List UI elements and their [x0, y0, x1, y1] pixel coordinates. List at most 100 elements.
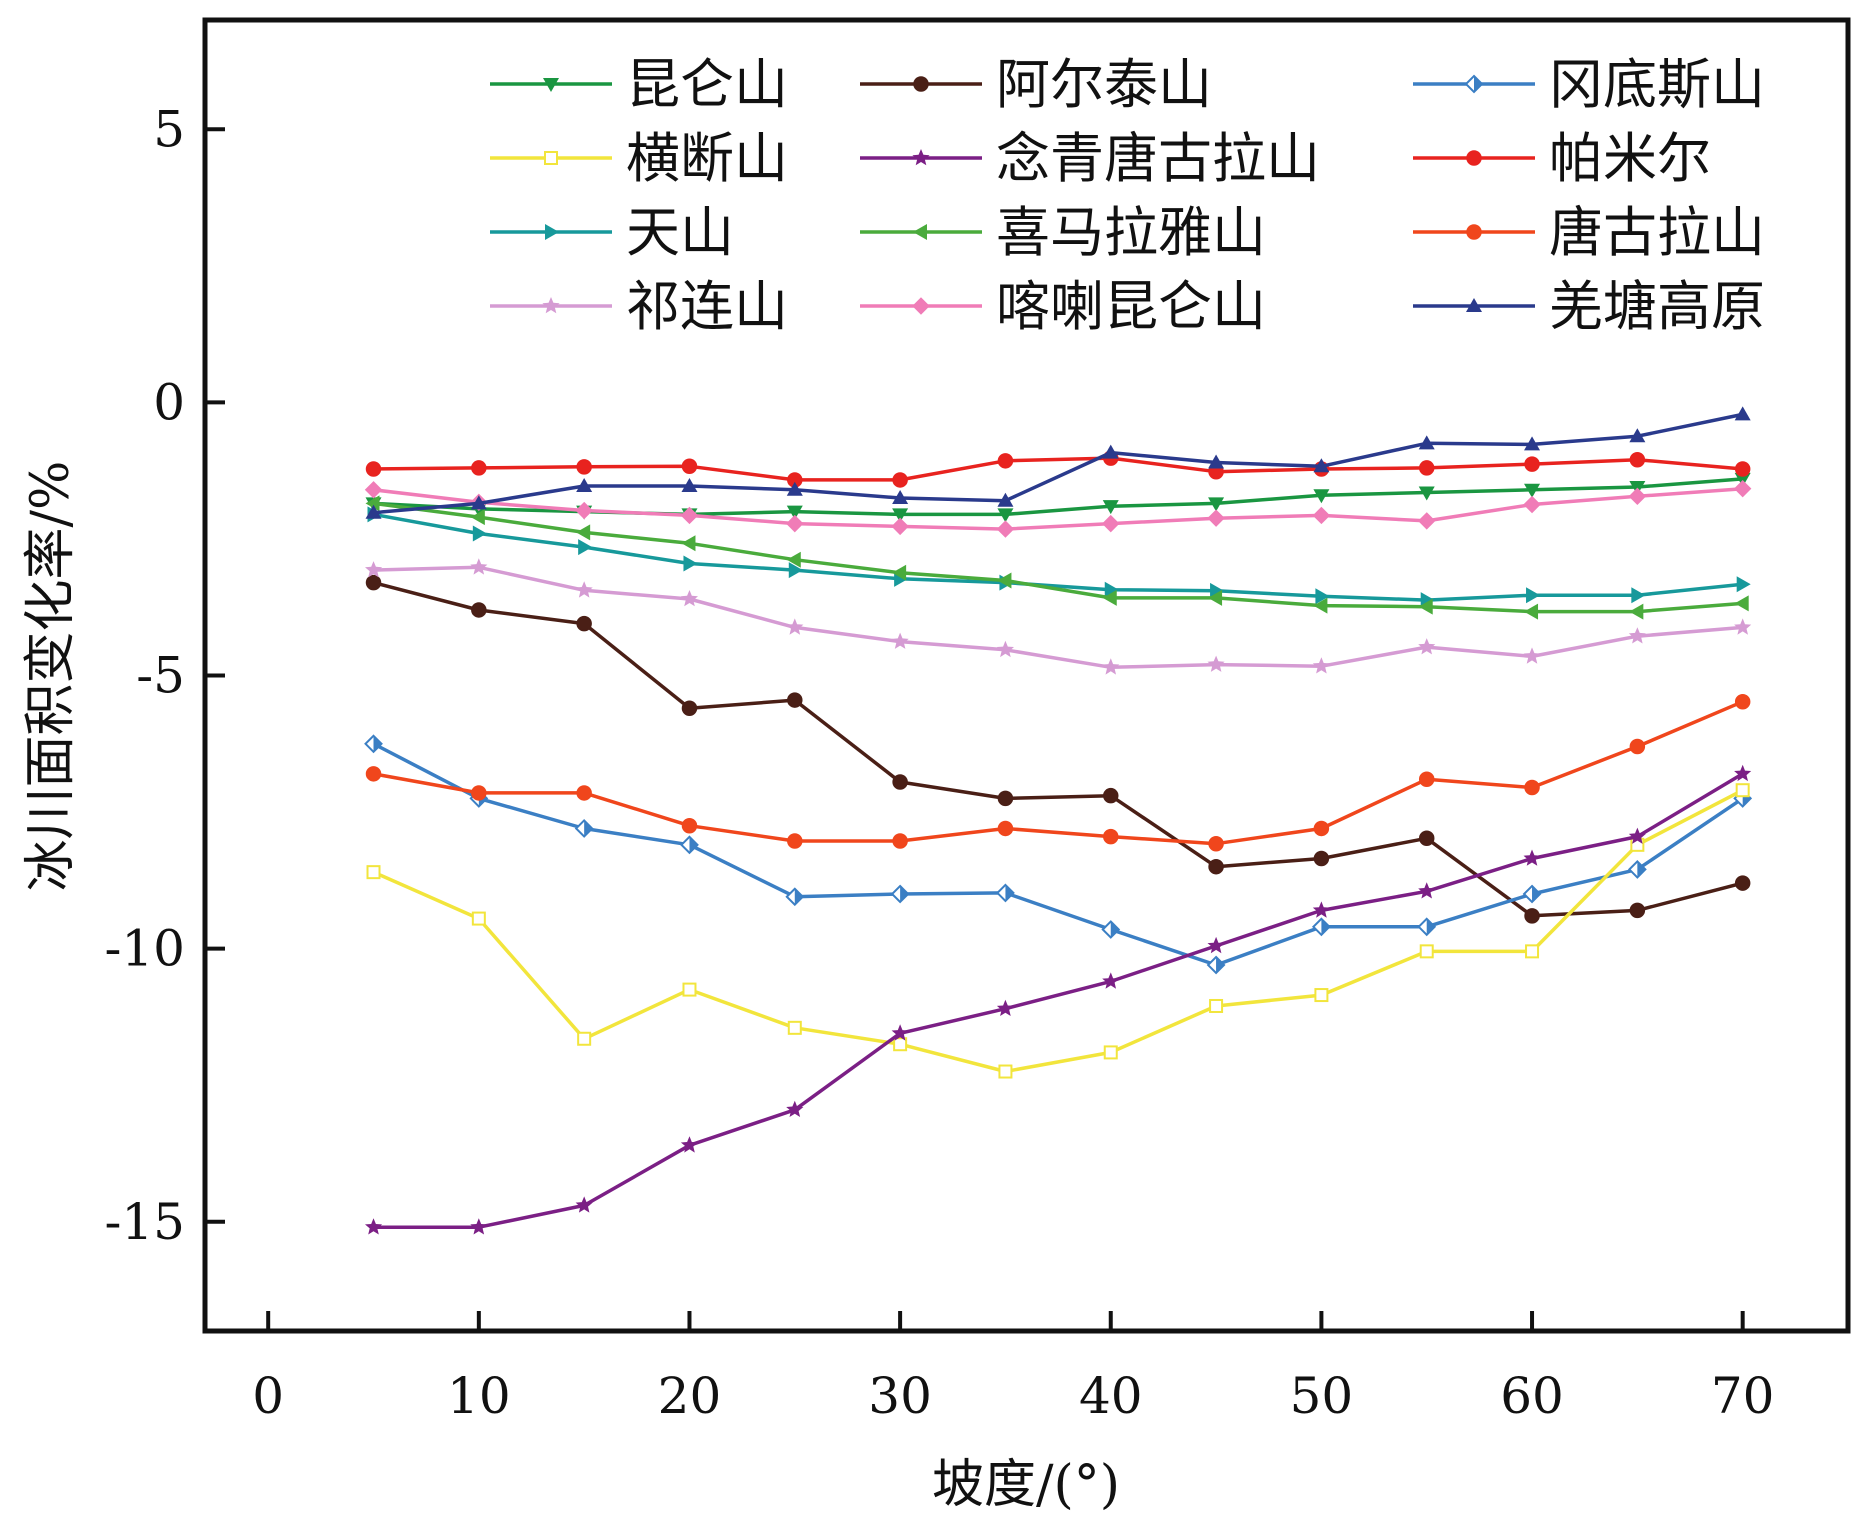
- data-point: [1734, 595, 1749, 612]
- legend-label: 祁连山: [626, 275, 788, 338]
- legend-item: 羌塘高原: [1413, 275, 1765, 338]
- data-point: [1208, 497, 1225, 512]
- series-line: [373, 580, 1744, 918]
- data-point: [1733, 479, 1752, 498]
- data-point: [682, 982, 697, 997]
- series-line: [373, 501, 1743, 614]
- legend-label: 羌塘高原: [1549, 275, 1765, 338]
- data-point: [997, 508, 1014, 523]
- legend-item: 阿尔泰山: [860, 53, 1212, 116]
- data-point: [787, 833, 803, 849]
- series-group: [365, 406, 1751, 519]
- data-point: [892, 774, 908, 790]
- data-point: [365, 561, 383, 578]
- data-point: [575, 501, 593, 520]
- legend-item: 冈底斯山: [1413, 53, 1765, 116]
- legend-marker: [1464, 74, 1484, 94]
- data-point: [681, 700, 698, 717]
- data-point: [1526, 587, 1541, 604]
- data-point: [576, 785, 592, 801]
- data-point: [1418, 460, 1435, 476]
- data-point: [1629, 451, 1646, 468]
- data-point: [576, 477, 593, 492]
- series-line: [373, 512, 1743, 602]
- series-line: [373, 772, 1744, 1229]
- x-tick-label: 40: [1079, 1367, 1143, 1425]
- data-point: [892, 472, 908, 488]
- data-point: [1102, 514, 1120, 533]
- legend-label: 念青唐古拉山: [996, 127, 1320, 190]
- data-point: [1418, 598, 1433, 615]
- data-point: [1102, 658, 1120, 675]
- data-point: [1734, 461, 1751, 477]
- series-line: [373, 565, 1743, 670]
- data-point: [785, 887, 805, 907]
- data-point: [786, 618, 804, 635]
- x-tick-label: 10: [447, 1367, 511, 1425]
- data-point: [1419, 944, 1434, 959]
- data-point: [1104, 581, 1119, 598]
- data-point: [1629, 603, 1644, 620]
- data-point: [577, 1031, 592, 1046]
- data-point: [364, 481, 383, 499]
- data-point: [998, 1064, 1013, 1079]
- series-group: [364, 479, 1752, 538]
- data-point: [996, 520, 1015, 538]
- data-point: [1524, 456, 1540, 472]
- series-line: [373, 700, 1744, 846]
- data-point: [365, 504, 382, 519]
- data-point: [1631, 587, 1646, 604]
- data-point: [996, 640, 1014, 658]
- data-point: [996, 883, 1015, 903]
- data-point: [1312, 901, 1330, 918]
- data-point: [1522, 884, 1542, 904]
- data-point: [1627, 860, 1647, 879]
- data-point: [1103, 828, 1119, 845]
- data-point: [997, 820, 1014, 837]
- data-point: [1313, 458, 1330, 473]
- data-point: [471, 460, 487, 476]
- data-point: [680, 1136, 698, 1153]
- data-point: [1312, 506, 1331, 525]
- data-point: [1207, 509, 1225, 527]
- legend-marker: [913, 224, 927, 240]
- data-point: [786, 1100, 804, 1117]
- series-line: [373, 456, 1743, 482]
- series-group: [365, 764, 1752, 1235]
- legend-marker: [544, 151, 558, 165]
- plot-frame: [202, 17, 1851, 1334]
- data-point: [1417, 917, 1437, 937]
- data-point: [1208, 835, 1224, 852]
- legend-label: 昆仑山: [626, 53, 788, 116]
- data-point: [786, 514, 804, 533]
- data-point: [1102, 589, 1117, 606]
- data-point: [1208, 589, 1223, 606]
- data-point: [1418, 771, 1435, 788]
- data-point: [1735, 783, 1750, 798]
- data-point: [786, 505, 803, 520]
- x-tick-label: 0: [252, 1367, 284, 1425]
- series-line: [372, 742, 1744, 967]
- legend-label: 喀喇昆仑山: [996, 275, 1266, 338]
- data-point: [1524, 483, 1541, 498]
- data-point: [1524, 436, 1541, 451]
- data-point: [892, 508, 909, 523]
- series-group: [365, 574, 1751, 924]
- data-point: [575, 581, 593, 598]
- legend-marker: [543, 78, 559, 92]
- y-tick-label: -10: [104, 920, 185, 978]
- data-point: [1207, 936, 1225, 954]
- data-point: [470, 558, 488, 575]
- data-point: [996, 999, 1014, 1016]
- data-point: [1208, 858, 1224, 875]
- legend-label: 天山: [626, 201, 734, 264]
- data-point: [1628, 487, 1647, 506]
- data-point: [1734, 618, 1752, 635]
- data-point: [1734, 764, 1752, 782]
- data-point: [1418, 638, 1436, 655]
- data-point: [1418, 486, 1435, 501]
- data-point: [1734, 472, 1751, 487]
- series-group: [366, 783, 1750, 1079]
